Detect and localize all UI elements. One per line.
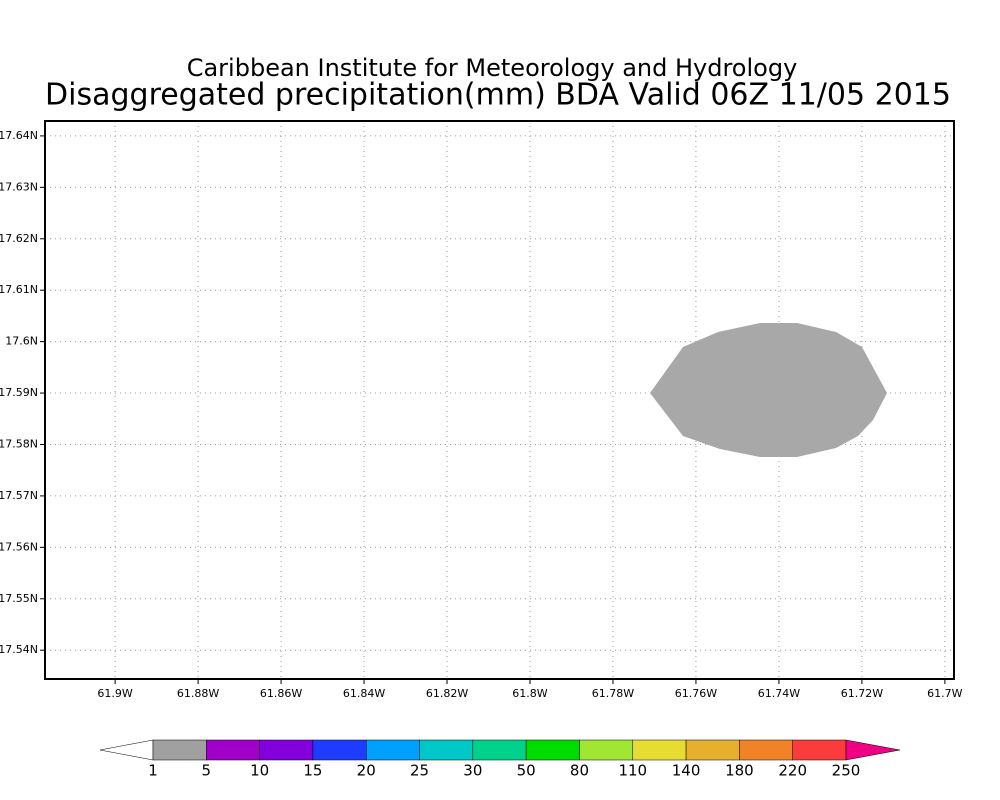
colorbar-label: 20 [357, 762, 376, 780]
title: Disaggregated precipitation(mm) BDA Vali… [45, 78, 951, 113]
colorbar-box [525, 739, 580, 761]
colorbar-box [365, 739, 420, 761]
y-tick-label: 17.59N [0, 386, 38, 399]
y-tick-label: 17.62N [0, 232, 38, 245]
x-tick-label: 61.9W [97, 687, 132, 700]
y-tick-label: 17.55N [0, 592, 38, 605]
plot-frame [44, 120, 955, 680]
colorbar-label: 80 [570, 762, 589, 780]
colorbar-label: 140 [672, 762, 701, 780]
colorbar-box [632, 739, 687, 761]
colorbar-label: 50 [517, 762, 536, 780]
subtitle: Caribbean Institute for Meteorology and … [187, 54, 798, 82]
colorbar-box [312, 739, 367, 761]
x-tick-label: 61.82W [426, 687, 468, 700]
colorbar-label: 110 [618, 762, 647, 780]
x-tick-label: 61.76W [675, 687, 717, 700]
y-tick-label: 17.54N [0, 643, 38, 656]
colorbar-box [152, 739, 207, 761]
y-tick-label: 17.58N [0, 437, 38, 450]
y-tick-label: 17.61N [0, 283, 38, 296]
colorbar-box [259, 739, 314, 761]
colorbar-box [419, 739, 474, 761]
colorbar-box [579, 739, 634, 761]
colorbar-arrow [845, 739, 901, 761]
colorbar-label: 15 [303, 762, 322, 780]
colorbar-box [685, 739, 740, 761]
x-tick-label: 61.78W [592, 687, 634, 700]
colorbar-label: 250 [832, 762, 861, 780]
colorbar-label: 5 [202, 762, 212, 780]
colorbar-label: 180 [725, 762, 754, 780]
colorbar-box [206, 739, 260, 761]
precip-area [650, 323, 887, 457]
y-tick-label: 17.6N [5, 335, 38, 348]
x-tick-label: 61.74W [758, 687, 800, 700]
colorbar-label: 1 [148, 762, 158, 780]
colorbar-box [472, 739, 527, 761]
y-tick-label: 17.64N [0, 129, 38, 142]
y-tick-label: 17.57N [0, 489, 38, 502]
colorbar-box [739, 739, 793, 761]
colorbar-label: 30 [463, 762, 482, 780]
colorbar-label: 25 [410, 762, 429, 780]
x-tick-label: 61.7W [927, 687, 962, 700]
y-tick-label: 17.56N [0, 540, 38, 553]
colorbar-label: 10 [250, 762, 269, 780]
grid [45, 121, 954, 679]
colorbar-label: 220 [778, 762, 807, 780]
x-tick-label: 61.72W [841, 687, 883, 700]
x-tick-label: 61.88W [177, 687, 219, 700]
x-tick-label: 61.84W [343, 687, 385, 700]
y-tick-label: 17.63N [0, 180, 38, 193]
colorbar-box [792, 739, 847, 761]
x-tick-label: 61.86W [260, 687, 302, 700]
x-tick-label: 61.8W [512, 687, 547, 700]
colorbar: 1 5 10 15 20 25 30 50 80 110 140 180 220 250 [99, 739, 901, 780]
colorbar-arrow [99, 739, 154, 761]
